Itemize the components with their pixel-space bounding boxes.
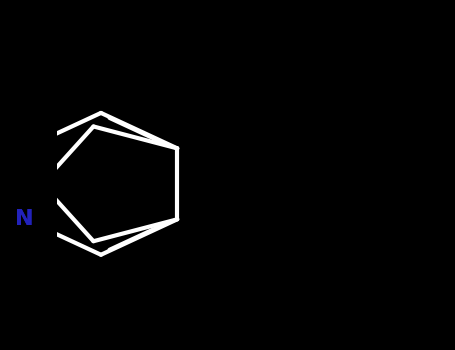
Text: N: N (15, 209, 34, 229)
Text: N: N (15, 209, 34, 229)
Text: N: N (14, 207, 35, 231)
